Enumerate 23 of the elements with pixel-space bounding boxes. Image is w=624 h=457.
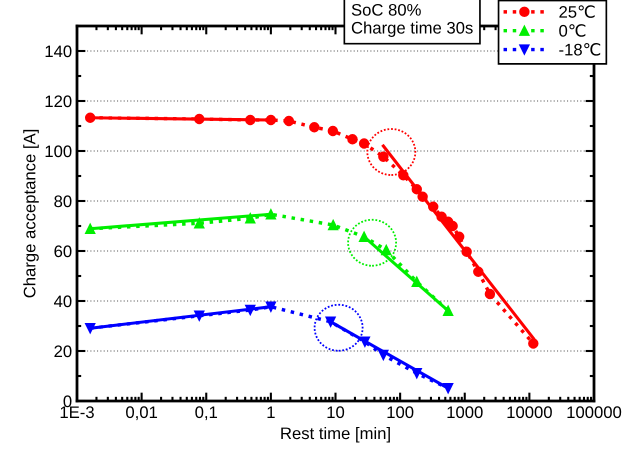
x-tick-label: 1E-3 xyxy=(60,406,94,418)
y-tick-label: 60 xyxy=(54,245,72,258)
x-tick-label: 1 xyxy=(268,406,275,418)
legend-label: -18℃ xyxy=(559,43,600,56)
x-tick-label: 10 xyxy=(328,406,344,418)
y-tick-label: 140 xyxy=(46,45,72,58)
x-tick-label: 1000 xyxy=(447,406,483,418)
x-tick-label: 0,01 xyxy=(126,406,158,420)
legend-label: 0℃ xyxy=(559,24,586,37)
x-axis-title: Rest time [min] xyxy=(281,426,390,442)
y-tick-label: 0 xyxy=(64,395,72,408)
y-tick-label: 40 xyxy=(54,295,72,308)
annotation: SoC 80% Charge time 30s xyxy=(352,4,473,37)
x-tick-label: 100 xyxy=(387,406,414,418)
x-tick-label: 10000 xyxy=(507,406,552,418)
y-axis-title: Charge acceptance [A] xyxy=(23,130,39,298)
y-tick-label: 20 xyxy=(54,345,72,358)
y-tick-label: 80 xyxy=(54,195,72,208)
legend-label: 25℃ xyxy=(559,5,595,18)
y-tick-label: 100 xyxy=(46,145,72,158)
y-tick-label: 120 xyxy=(46,95,72,108)
x-tick-label: 100000 xyxy=(567,406,622,418)
x-tick-label: 0,1 xyxy=(195,406,218,420)
